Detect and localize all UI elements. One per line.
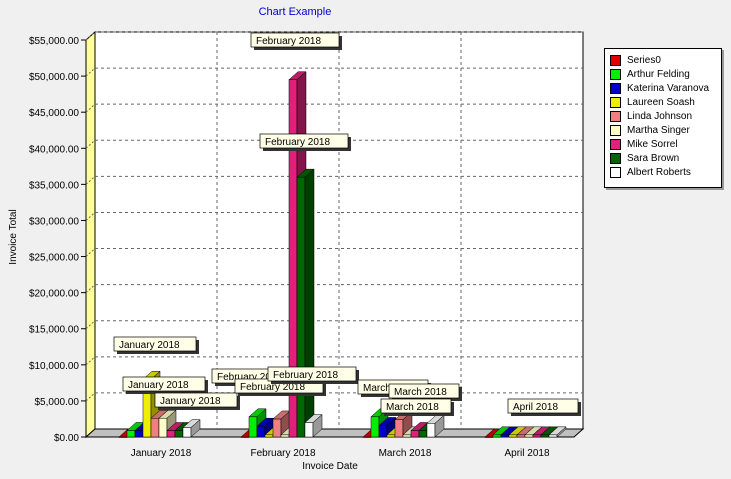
annotation-label: February 2018 [217,372,282,383]
y-tick-label: $25,000.00 [29,253,79,264]
legend-swatch [610,54,621,66]
data-annotation: February 2018 [250,32,342,50]
y-tick-label: $45,000.00 [29,108,79,119]
bar [296,168,315,438]
y-tick-label: $5,000.00 [35,397,80,408]
legend: Series0 Arthur Felding Katerina Varanova La… [604,48,722,188]
data-annotation: March 2018 [380,398,454,416]
left-wall [85,30,96,439]
x-tick-label: February 2018 [250,448,315,459]
legend-label: Laureen Soash [627,96,695,108]
legend-label: Katerina Varanova [627,82,710,94]
annotation-label: February 2018 [273,370,338,381]
x-tick-label: January 2018 [131,448,192,459]
x-tick-label: March 2018 [379,448,432,459]
y-tick-label: $20,000.00 [29,289,79,300]
x-tick-label: April 2018 [504,448,549,459]
legend-item: Series0 [605,53,721,67]
annotation-label: January 2018 [128,380,189,391]
legend-item: Martha Singer [605,123,721,137]
legend-swatch [610,152,621,164]
legend-label: Mike Sorrel [627,138,678,150]
bar [548,426,567,438]
annotation-label: February 2018 [265,137,330,148]
y-tick-label: $15,000.00 [29,325,79,336]
annotation-label: March 2018 [394,387,447,398]
legend-swatch [610,110,621,122]
y-tick-label: $50,000.00 [29,72,79,83]
x-axis-title: Invoice Date [302,461,358,472]
y-tick-label: $35,000.00 [29,180,79,191]
legend-swatch [610,166,621,178]
legend-swatch [610,138,621,150]
chart-title: Chart Example [259,6,332,18]
legend-label: Series0 [627,54,661,66]
legend-swatch [610,82,621,94]
annotation-label: January 2018 [119,340,180,351]
y-tick-label: $40,000.00 [29,144,79,155]
legend-label: Martha Singer [627,124,690,136]
legend-item: Laureen Soash [605,95,721,109]
data-annotation: April 2018 [507,398,581,416]
legend-item: Mike Sorrel [605,137,721,151]
legend-swatch [610,124,621,136]
bar [182,419,201,438]
bar [304,414,323,438]
y-tick-label: $55,000.00 [29,36,79,47]
data-annotation: January 2018 [122,376,208,394]
y-axis-title: Invoice Total [8,209,19,264]
annotation-label: January 2018 [160,396,221,407]
annotation-label: March 2018 [386,402,439,413]
legend-swatch [610,68,621,80]
legend-item: Sara Brown [605,151,721,165]
legend-label: Linda Johnson [627,110,693,122]
data-annotation: January 2018 [154,392,240,410]
data-annotation: January 2018 [113,336,199,354]
legend-label: Albert Roberts [627,166,691,178]
legend-item: Katerina Varanova [605,81,721,95]
annotation-label: April 2018 [513,402,558,413]
legend-swatch [610,96,621,108]
legend-item: Albert Roberts [605,165,721,179]
legend-item: Linda Johnson [605,109,721,123]
bar [426,414,445,438]
data-annotation: March 2018 [388,383,462,401]
legend-label: Sara Brown [627,152,680,164]
annotation-label: February 2018 [240,382,305,393]
y-tick-label: $30,000.00 [29,216,79,227]
data-annotation: February 2018 [259,133,351,151]
annotation-label: February 2018 [256,36,321,47]
y-tick-label: $10,000.00 [29,361,79,372]
legend-label: Arthur Felding [627,68,690,80]
data-annotation: February 2018 [267,366,359,384]
y-tick-label: $0.00 [54,433,79,444]
legend-item: Arthur Felding [605,67,721,81]
